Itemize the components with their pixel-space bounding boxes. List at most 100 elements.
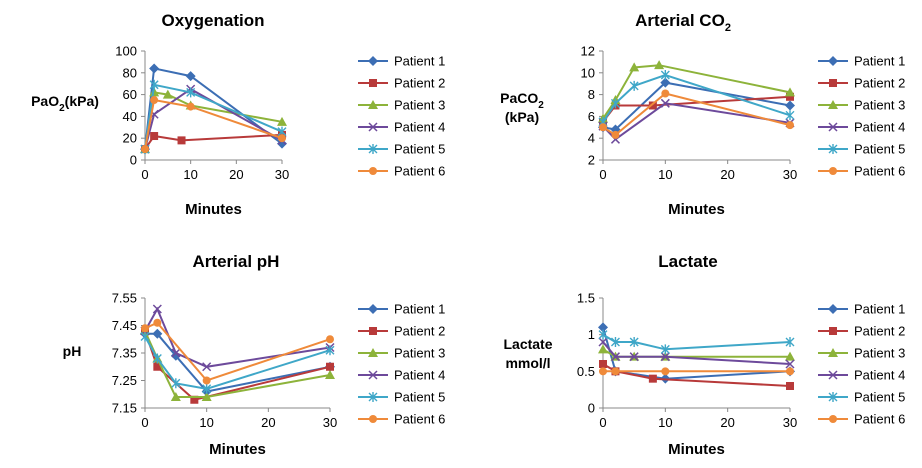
data-point xyxy=(786,92,794,101)
y-tick-label: 0 xyxy=(130,153,137,168)
legend-marker xyxy=(368,348,378,357)
legend-marker xyxy=(828,370,838,380)
x-tick-label: 10 xyxy=(658,167,672,182)
legend-item: Patient 5 xyxy=(358,142,445,157)
chart-panel-3: Arterial pH pH 7.15 7.25 7.35 7.45 7.55 0 10 20 30… xyxy=(63,252,446,458)
data-point xyxy=(660,98,670,108)
legend-marker xyxy=(828,56,838,66)
legend-label: Patient 3 xyxy=(854,346,905,361)
data-point xyxy=(152,328,163,339)
y-axis-label-part: 2 xyxy=(59,103,65,114)
legend-item: Patient 2 xyxy=(818,324,905,339)
x-tick-label: 0 xyxy=(599,415,606,430)
data-point xyxy=(648,101,657,110)
series-3 xyxy=(140,87,287,154)
legend-item: Patient 5 xyxy=(818,390,905,405)
series-5 xyxy=(140,79,287,155)
x-tick-label: 20 xyxy=(720,167,734,182)
legend-marker xyxy=(829,327,837,335)
y-axis-label-part: Lactate xyxy=(503,336,552,352)
legend-marker xyxy=(369,327,377,335)
legend-item: Patient 1 xyxy=(358,54,445,69)
data-point xyxy=(186,102,195,111)
data-point xyxy=(599,123,607,132)
legend-marker xyxy=(829,79,837,87)
legend-item: Patient 6 xyxy=(358,412,445,427)
y-tick-label: 6 xyxy=(588,109,595,124)
y-tick-label: 10 xyxy=(581,65,595,80)
legend-label: Patient 4 xyxy=(854,120,905,135)
legend-marker xyxy=(828,392,838,402)
legend-marker xyxy=(829,415,837,423)
data-point xyxy=(786,367,794,376)
data-point xyxy=(629,337,639,347)
legend-item: Patient 1 xyxy=(358,302,445,317)
y-tick-label: 12 xyxy=(581,44,595,59)
series-line xyxy=(602,102,791,141)
legend-item: Patient 3 xyxy=(358,98,445,113)
data-point xyxy=(202,383,212,394)
data-point xyxy=(152,304,162,314)
y-tick-label: 2 xyxy=(588,153,595,168)
x-tick-label: 20 xyxy=(261,415,275,430)
x-tick-label: 0 xyxy=(599,167,606,182)
y-tick-label: 0 xyxy=(588,401,595,416)
y-tick-label: 20 xyxy=(123,131,137,146)
legend-label: Patient 1 xyxy=(854,54,905,69)
legend-item: Patient 5 xyxy=(818,142,905,157)
x-tick-label: 10 xyxy=(199,415,213,430)
legend-marker xyxy=(368,392,378,402)
legend-marker xyxy=(368,56,378,66)
x-tick-label: 10 xyxy=(183,167,197,182)
data-point xyxy=(326,362,334,371)
legend-item: Patient 4 xyxy=(358,368,445,383)
legend-marker xyxy=(369,79,377,87)
x-axis-label: Minutes xyxy=(668,201,725,218)
data-point xyxy=(325,345,335,356)
data-point xyxy=(152,353,162,364)
legend-item: Patient 2 xyxy=(358,324,445,339)
legend-label: Patient 5 xyxy=(854,390,905,405)
series-6 xyxy=(599,367,794,376)
legend-label: Patient 1 xyxy=(854,302,905,317)
legend-marker xyxy=(368,122,378,132)
series-line xyxy=(144,133,283,150)
legend-label: Patient 5 xyxy=(394,390,445,405)
legend-item: Patient 6 xyxy=(818,164,905,179)
data-point xyxy=(786,382,794,390)
data-point xyxy=(610,337,620,347)
series-line xyxy=(144,67,283,150)
data-point xyxy=(629,62,640,72)
series-4 xyxy=(598,337,795,369)
legend-marker xyxy=(368,144,378,154)
y-tick-label: 80 xyxy=(123,65,137,80)
data-point xyxy=(785,359,795,369)
legend-label: Patient 3 xyxy=(854,98,905,113)
chart-panel-1: Oxygenation PaO2(kPa) 0 20 40 60 80 100 0 10 20 30 M… xyxy=(31,11,445,218)
data-point xyxy=(325,370,335,379)
y-axis-label: PaCO2 xyxy=(500,90,544,111)
y-axis-label-line2: mmol/l xyxy=(505,355,550,371)
y-tick-label: 7.15 xyxy=(112,401,137,416)
legend-label: Patient 5 xyxy=(854,142,905,157)
legend-label: Patient 1 xyxy=(394,54,445,69)
chart-title: Lactate xyxy=(658,252,718,271)
series-line xyxy=(602,64,791,120)
series-line xyxy=(602,333,791,351)
y-axis-label: PaO2(kPa) xyxy=(31,93,99,114)
chart-title-main: Arterial pH xyxy=(193,252,280,271)
data-point xyxy=(150,132,159,141)
series-5 xyxy=(598,329,795,355)
chart-title-subscript: 2 xyxy=(725,22,731,34)
series-line xyxy=(602,363,791,387)
legend-marker xyxy=(368,304,378,314)
y-axis-label-part: 2 xyxy=(538,100,544,111)
legend-label: Patient 4 xyxy=(394,368,445,383)
y-axis-label-part: PaCO xyxy=(500,90,538,106)
chart-title: Arterial pH xyxy=(193,252,280,271)
y-axis-label-line2-part: (kPa) xyxy=(505,109,539,125)
legend-item: Patient 2 xyxy=(358,76,445,91)
data-point xyxy=(785,100,795,111)
data-point xyxy=(610,352,620,362)
